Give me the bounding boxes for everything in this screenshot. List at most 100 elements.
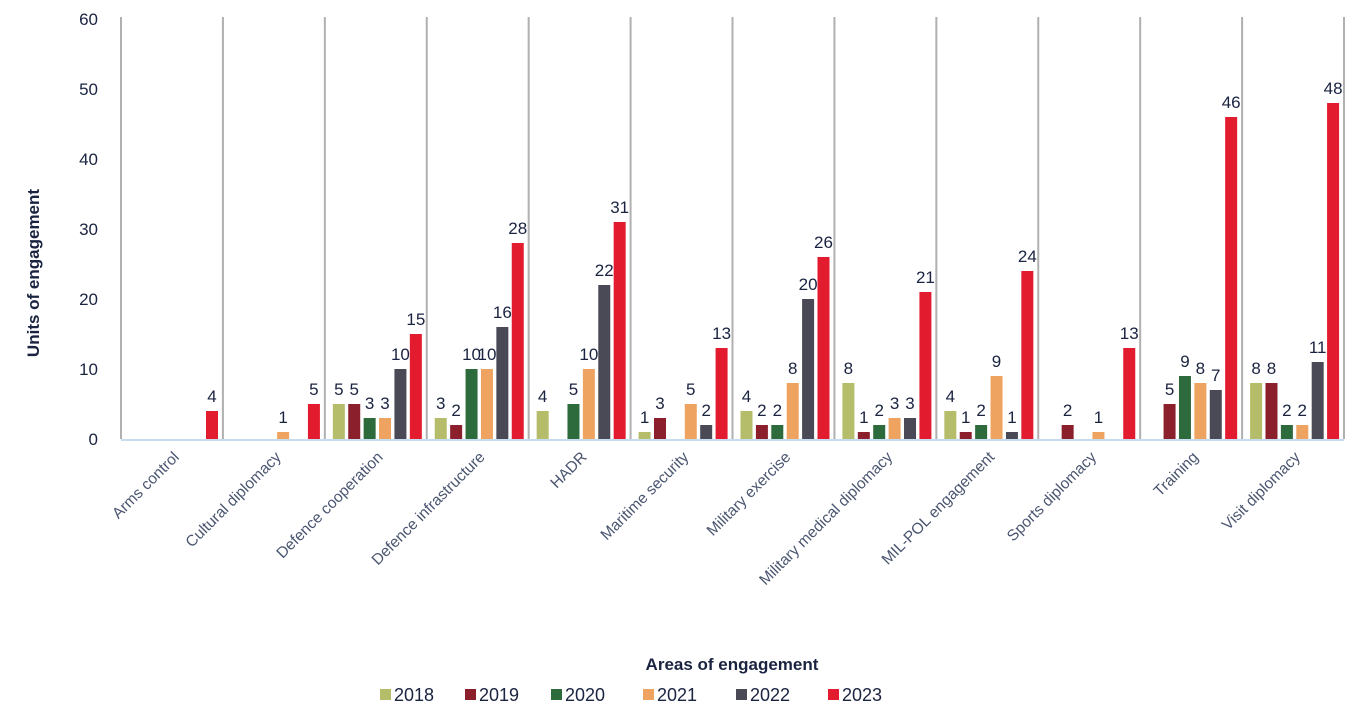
value-label: 3 [436, 394, 445, 413]
legend-swatch-2018 [380, 689, 391, 700]
bar-2019 [1265, 383, 1278, 439]
value-label: 2 [773, 401, 782, 420]
value-label: 8 [1251, 359, 1260, 378]
value-label: 10 [579, 345, 598, 364]
bar-2021 [888, 418, 901, 439]
bar-2019 [1061, 425, 1074, 439]
value-label: 4 [946, 387, 955, 406]
bar-2019 [755, 425, 768, 439]
y-axis-title: Units of engagement [24, 189, 43, 357]
bar-2020 [465, 369, 478, 439]
value-label: 3 [905, 394, 914, 413]
value-label: 2 [451, 401, 460, 420]
value-label: 46 [1222, 93, 1241, 112]
y-axis-ticks: 0 10 20 30 40 50 60 [79, 10, 98, 449]
bar-2020 [567, 404, 580, 439]
y-tick-label: 60 [79, 10, 98, 29]
value-label: 3 [890, 394, 899, 413]
bar-2021 [684, 404, 697, 439]
bar-2020 [873, 425, 886, 439]
y-tick-label: 50 [79, 80, 98, 99]
bar-2022 [1209, 390, 1222, 439]
legend-label: 2020 [565, 685, 605, 705]
bar-2019 [348, 404, 361, 439]
legend-label: 2019 [479, 685, 519, 705]
bars [206, 103, 1340, 439]
value-label: 9 [1180, 352, 1189, 371]
y-tick-label: 10 [79, 360, 98, 379]
bar-2020 [771, 425, 784, 439]
category-label: Sports diplomacy [1004, 449, 1100, 545]
bar-2018 [740, 411, 753, 439]
value-label: 10 [391, 345, 410, 364]
value-label: 3 [365, 394, 374, 413]
bar-2021 [990, 376, 1003, 439]
value-label: 8 [788, 359, 797, 378]
legend-label: 2021 [657, 685, 697, 705]
bar-2018 [332, 404, 345, 439]
bar-2022 [1005, 432, 1018, 439]
value-label: 13 [712, 324, 731, 343]
bar-2022 [802, 299, 815, 439]
value-label: 21 [916, 268, 935, 287]
value-label: 2 [701, 401, 710, 420]
bar-2020 [363, 418, 376, 439]
value-label: 9 [992, 352, 1001, 371]
bar-2022 [496, 327, 509, 439]
bar-2021 [1092, 432, 1105, 439]
bar-2018 [434, 418, 447, 439]
legend-swatch-2022 [736, 689, 747, 700]
bar-2018 [638, 432, 651, 439]
bar-2023 [409, 334, 422, 439]
value-label: 26 [814, 233, 833, 252]
bar-2022 [598, 285, 611, 439]
value-label: 2 [757, 401, 766, 420]
value-label: 5 [349, 380, 358, 399]
value-label: 5 [309, 380, 318, 399]
value-label: 1 [1007, 408, 1016, 427]
category-label: Military exercise [704, 449, 795, 540]
value-label: 16 [493, 303, 512, 322]
value-label: 2 [1298, 401, 1307, 420]
bar-2023 [613, 222, 626, 439]
bar-2023 [1327, 103, 1340, 439]
value-label: 1 [640, 408, 649, 427]
legend-label: 2023 [842, 685, 882, 705]
category-label: HADR [547, 449, 590, 492]
bar-2018 [842, 383, 855, 439]
value-label: 4 [207, 387, 216, 406]
bar-2023 [1225, 117, 1238, 439]
category-label: Defence infrastructure [369, 449, 489, 569]
value-label: 3 [655, 394, 664, 413]
legend-label: 2022 [750, 685, 790, 705]
value-label: 1 [859, 408, 868, 427]
bar-2022 [1311, 362, 1324, 439]
bar-2018 [1250, 383, 1263, 439]
bar-2023 [206, 411, 218, 439]
value-label: 10 [477, 345, 496, 364]
legend-label: 2018 [394, 685, 434, 705]
category-label: Maritime security [598, 449, 693, 544]
bar-2019 [959, 432, 972, 439]
bar-2018 [944, 411, 957, 439]
value-label: 8 [1267, 359, 1276, 378]
value-label: 4 [538, 387, 547, 406]
legend: 2018 2019 2020 2021 2022 2023 [380, 685, 882, 705]
bar-2023 [1123, 348, 1136, 439]
bar-2023 [511, 243, 524, 439]
y-tick-label: 30 [79, 220, 98, 239]
y-tick-label: 40 [79, 150, 98, 169]
bar-2023 [715, 348, 728, 439]
x-axis-title: Areas of engagement [646, 655, 819, 674]
value-label: 28 [508, 219, 527, 238]
value-label: 10 [462, 345, 481, 364]
value-label: 11 [1309, 338, 1327, 357]
category-label: Defence cooperation [273, 449, 386, 562]
value-label: 8 [844, 359, 853, 378]
value-label: 2 [976, 401, 985, 420]
bar-2018 [536, 411, 549, 439]
bar-2020 [1178, 376, 1191, 439]
bar-2019 [1163, 404, 1176, 439]
